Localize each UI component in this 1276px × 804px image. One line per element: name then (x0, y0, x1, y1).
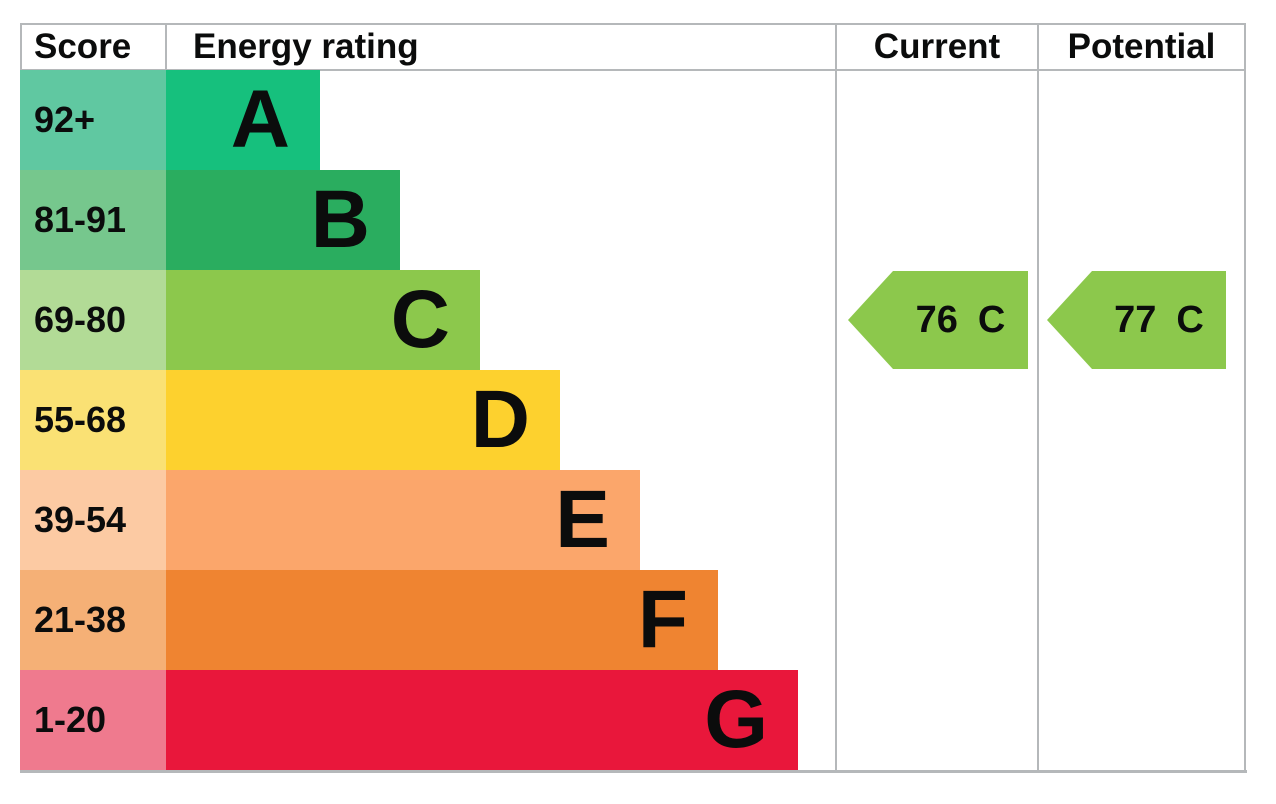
band-bar-c: C (166, 270, 480, 370)
header-divider-line (20, 69, 1246, 71)
band-score-range: 21-38 (20, 570, 166, 670)
band-score-range: 39-54 (20, 470, 166, 570)
potential-rating-arrow: 77 C (1047, 271, 1226, 369)
energy-rating-header: Energy rating (193, 27, 419, 66)
current-rating-band: C (977, 298, 1006, 341)
table-border-top (20, 23, 1246, 25)
band-score-range: 92+ (20, 70, 166, 170)
band-row-b: 81-91 B (20, 170, 400, 270)
potential-rating-band: C (1176, 298, 1204, 341)
current-potential-divider (1037, 23, 1039, 772)
band-score-range: 55-68 (20, 370, 166, 470)
band-row-e: 39-54 E (20, 470, 640, 570)
current-column-header: Current (873, 27, 1001, 66)
table-border-bottom (20, 770, 1247, 773)
band-score-range: 69-80 (20, 270, 166, 370)
table-border-right (1244, 23, 1246, 772)
band-bar-f: F (166, 570, 718, 670)
band-score-range: 81-91 (20, 170, 166, 270)
current-rating-arrow: 76 C (848, 271, 1028, 369)
band-bar-b: B (166, 170, 400, 270)
potential-rating-value: 77 (1114, 298, 1157, 341)
band-bar-d: D (166, 370, 560, 470)
band-bar-g: G (166, 670, 798, 770)
current-rating-value: 76 (915, 298, 958, 341)
band-score-range: 1-20 (20, 670, 166, 770)
score-column-header: Score (34, 27, 132, 66)
potential-column-header: Potential (1067, 27, 1216, 66)
header-score-rating-divider (165, 23, 167, 71)
current-column-left-border (835, 23, 837, 772)
band-row-a: 92+ A (20, 70, 320, 170)
band-row-c: 69-80 C (20, 270, 480, 370)
band-row-d: 55-68 D (20, 370, 560, 470)
header-score-left-border (20, 23, 22, 71)
band-bar-a: A (166, 70, 320, 170)
band-row-f: 21-38 F (20, 570, 718, 670)
band-row-g: 1-20 G (20, 670, 798, 770)
band-bar-e: E (166, 470, 640, 570)
